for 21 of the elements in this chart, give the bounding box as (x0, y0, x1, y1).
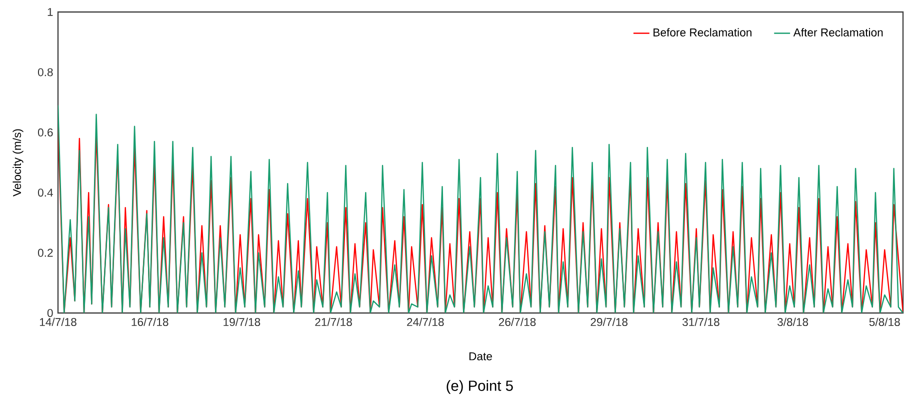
y-axis-title: Velocity (m/s) (12, 129, 24, 196)
x-tick-label: 16/7/18 (132, 318, 168, 326)
y-tick-label: 0.2 (38, 248, 53, 257)
legend-label: After Reclamation (793, 28, 883, 36)
y-tick-label: 0.6 (38, 128, 53, 136)
y-tick-label: 0.8 (38, 68, 53, 76)
x-tick-label: 24/7/18 (407, 318, 444, 326)
text: (e) Point 5 (446, 380, 513, 394)
x-tick-label: 31/7/18 (682, 318, 720, 326)
y-tick-label: 1 (48, 8, 53, 16)
x-tick-label: 26/7/18 (498, 318, 536, 326)
y-tick-label: 0.4 (38, 188, 53, 197)
x-tick-label: 14/7/18 (40, 318, 76, 326)
x-tick-label: 21/7/18 (315, 318, 352, 326)
x-tick-label: 29/7/18 (590, 318, 628, 326)
x-axis-title: Date (469, 352, 492, 360)
legend-label: Before Reclamation (654, 28, 752, 36)
x-tick-label: 5/8/18 (869, 318, 900, 326)
y-tick-label: 0 (47, 308, 53, 318)
x-tick-label: 19/7/18 (224, 318, 260, 326)
x-tick-label: 3/8/18 (777, 318, 808, 326)
